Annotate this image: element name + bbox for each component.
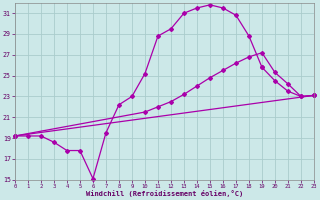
X-axis label: Windchill (Refroidissement éolien,°C): Windchill (Refroidissement éolien,°C) xyxy=(86,190,243,197)
